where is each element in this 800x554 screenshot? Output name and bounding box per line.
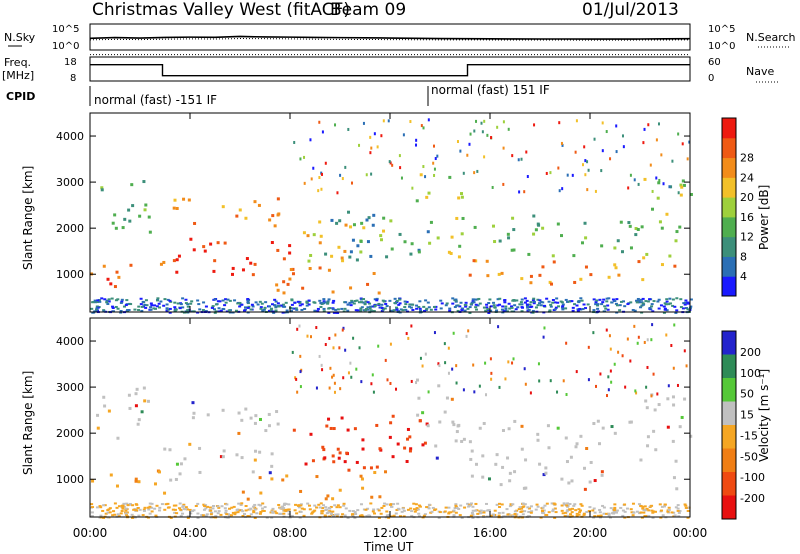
velocity-ytick-label: 3000	[56, 381, 84, 394]
noise-top-tick-left: 10^5	[52, 24, 79, 35]
velocity-colorbar-tick: 100	[740, 367, 761, 380]
cpid-label: CPID	[6, 90, 35, 103]
power-colorbar-swatch	[722, 197, 736, 218]
nsky-label: N.Sky	[4, 31, 36, 44]
time-tick-label: 04:00	[173, 526, 208, 540]
time-tick-label: 20:00	[573, 526, 608, 540]
power-colorbar-label: Power [dB]	[757, 185, 771, 250]
date-label: 01/Jul/2013	[582, 0, 679, 20]
power-colorbar-swatch	[722, 157, 736, 178]
velocity-colorbar: 200 100 50 15 -15 -50 -100 -200	[721, 330, 765, 520]
power-colorbar-swatch	[722, 256, 736, 277]
power-colorbar-swatch	[722, 137, 736, 159]
power-ytick-label: 1000	[56, 268, 84, 281]
power-colorbar-tick: 8	[740, 250, 747, 263]
velocity-ytick-label: 4000	[56, 335, 84, 348]
power-colorbar-swatch	[722, 236, 736, 257]
time-axis-label: Time UT	[363, 540, 414, 554]
velocity-panel-frame	[89, 317, 691, 518]
velocity-colorbar-tick: -15	[740, 429, 758, 442]
noise-bottom-tick-right: 10^0	[708, 41, 735, 52]
velocity-heatmap	[90, 323, 693, 519]
velocity-colorbar-swatch	[722, 472, 736, 496]
noise-panel-frame	[89, 23, 691, 51]
velocity-colorbar-tick: -200	[740, 492, 765, 505]
nave-label: Nave	[746, 65, 774, 78]
power-colorbar-swatch	[722, 276, 736, 297]
power-colorbar-tick: 12	[740, 231, 754, 244]
velocity-colorbar-swatch	[722, 448, 736, 473]
time-tick-label: 00:00	[73, 526, 108, 540]
power-panel-frame	[89, 112, 691, 313]
freq-series-0	[90, 63, 690, 77]
nsearch-label: N.Search	[746, 31, 796, 44]
velocity-ytick-label: 1000	[56, 473, 84, 486]
power-ylabel: Slant Range [km]	[21, 166, 35, 270]
nave-top-tick: 60	[708, 57, 721, 68]
velocity-ytick-label: 2000	[56, 427, 84, 440]
freq-unit-label: [MHz]	[2, 69, 34, 82]
velocity-ylabel: Slant Range [km]	[21, 371, 35, 475]
power-ytick-label: 2000	[56, 222, 84, 235]
power-ytick-label: 3000	[56, 176, 84, 189]
velocity-colorbar-swatch	[722, 495, 736, 520]
power-colorbar-tick: 28	[740, 152, 754, 165]
noise-lines	[89, 35, 691, 41]
power-colorbar-tick: 24	[740, 171, 754, 184]
cpid-mode-a: normal (fast) -151 IF	[94, 93, 217, 107]
power-yticks: 1000 2000 3000 4000	[56, 130, 690, 281]
power-colorbar-tick: 4	[740, 270, 747, 283]
time-axis-ticks: 00:00 04:00 08:00 12:00 16:00 20:00 00:00	[73, 113, 708, 540]
cpid-mode-b: normal (fast) 151 IF	[431, 83, 550, 97]
time-tick-label: 16:00	[473, 526, 508, 540]
velocity-colorbar-tick: -50	[740, 450, 758, 463]
power-colorbar-swatch	[722, 118, 736, 139]
velocity-colorbar-swatch	[722, 354, 736, 379]
velocity-colorbar-tick: 200	[740, 346, 761, 359]
velocity-colorbar-tick: -100	[740, 471, 765, 484]
velocity-colorbar-swatch	[722, 378, 736, 402]
power-colorbar: 4 8 12 16 20 24 28	[721, 117, 754, 297]
velocity-colorbar-swatch	[722, 331, 736, 355]
velocity-colorbar-label: Velocity [m s⁻¹]	[757, 369, 771, 462]
noise-bottom-tick-left: 10^0	[52, 41, 79, 52]
station-title: Christmas Valley West (fitACF)	[92, 0, 350, 20]
nave-bottom-tick: 0	[708, 73, 714, 84]
freq-label: Freq.	[4, 56, 31, 69]
velocity-colorbar-tick: 50	[740, 388, 754, 401]
freq-lines	[90, 54, 690, 77]
freq-panel-frame	[89, 56, 691, 82]
power-colorbar-swatch	[722, 177, 736, 198]
noise-series-1	[89, 38, 691, 41]
velocity-colorbar-tick: 15	[740, 409, 754, 422]
power-ytick-label: 4000	[56, 130, 84, 143]
velocity-colorbar-swatch	[722, 425, 736, 449]
time-tick-label: 08:00	[273, 526, 308, 540]
power-heatmap	[90, 118, 693, 314]
noise-series-0	[89, 35, 691, 40]
time-tick-label: 00:00	[673, 526, 708, 540]
time-tick-label: 12:00	[373, 526, 408, 540]
power-colorbar-tick: 20	[740, 191, 754, 204]
velocity-yticks: 1000 2000 3000 4000	[56, 335, 690, 486]
beam-label: Beam 09	[330, 0, 406, 20]
power-colorbar-tick: 16	[740, 211, 754, 224]
freq-bottom-tick: 8	[70, 73, 76, 84]
power-colorbar-swatch	[722, 216, 736, 238]
noise-top-tick-right: 10^5	[708, 24, 735, 35]
velocity-colorbar-swatch	[722, 401, 736, 426]
freq-top-tick: 18	[64, 57, 77, 68]
